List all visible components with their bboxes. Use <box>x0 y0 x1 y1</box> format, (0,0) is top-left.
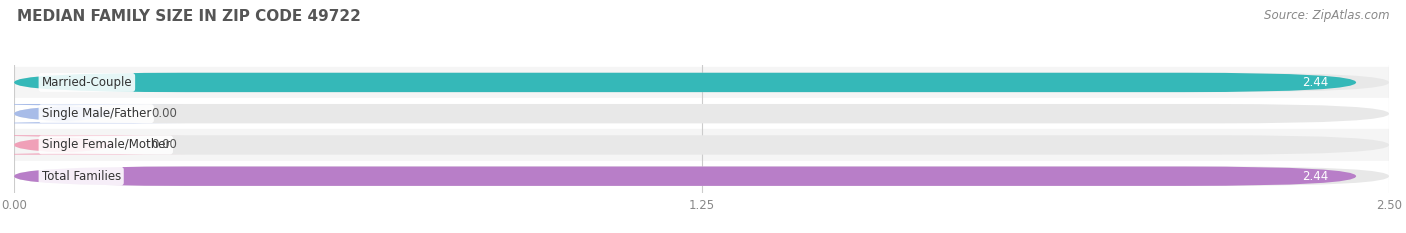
Text: 2.44: 2.44 <box>1302 170 1329 183</box>
FancyBboxPatch shape <box>0 104 184 123</box>
FancyBboxPatch shape <box>14 73 1357 92</box>
FancyBboxPatch shape <box>0 135 184 155</box>
Bar <box>14 161 1389 192</box>
Bar <box>14 98 1389 129</box>
Text: Single Female/Mother: Single Female/Mother <box>42 138 170 151</box>
Text: MEDIAN FAMILY SIZE IN ZIP CODE 49722: MEDIAN FAMILY SIZE IN ZIP CODE 49722 <box>17 9 361 24</box>
Text: Single Male/Father: Single Male/Father <box>42 107 150 120</box>
FancyBboxPatch shape <box>14 135 1389 155</box>
Bar <box>14 67 1389 98</box>
Bar <box>14 129 1389 161</box>
FancyBboxPatch shape <box>14 73 1389 92</box>
Text: Married-Couple: Married-Couple <box>42 76 132 89</box>
FancyBboxPatch shape <box>14 104 1389 123</box>
FancyBboxPatch shape <box>14 167 1389 186</box>
Text: Total Families: Total Families <box>42 170 121 183</box>
Text: 2.44: 2.44 <box>1302 76 1329 89</box>
Text: 0.00: 0.00 <box>152 107 177 120</box>
Text: 0.00: 0.00 <box>152 138 177 151</box>
Text: Source: ZipAtlas.com: Source: ZipAtlas.com <box>1264 9 1389 22</box>
FancyBboxPatch shape <box>14 167 1357 186</box>
